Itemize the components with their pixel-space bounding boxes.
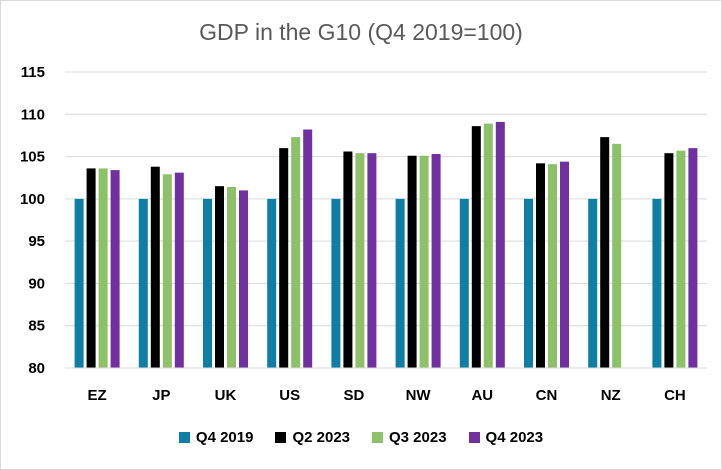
- legend-item: Q4 2019: [178, 429, 254, 446]
- bar: [395, 198, 405, 368]
- legend-item: Q2 2023: [275, 429, 350, 446]
- bar: [536, 163, 545, 368]
- bar: [652, 198, 662, 368]
- x-tick-label: US: [279, 387, 300, 404]
- bar: [138, 198, 148, 368]
- x-tick-label: CH: [664, 387, 686, 404]
- x-tick-label: UK: [215, 387, 237, 404]
- y-tick-label: 85: [28, 318, 45, 335]
- legend-label: Q4 2019: [195, 429, 254, 446]
- bar: [74, 198, 84, 368]
- bar: [419, 155, 429, 368]
- bar: [688, 148, 698, 368]
- bar: [524, 198, 533, 368]
- x-tick-label: EZ: [88, 387, 107, 404]
- legend-swatch: [178, 432, 190, 443]
- y-tick-label: 115: [21, 64, 45, 81]
- x-tick-label: SD: [343, 387, 364, 404]
- bar: [495, 121, 505, 368]
- x-tick-label: NW: [406, 387, 432, 404]
- bar: [548, 164, 557, 368]
- bar: [267, 198, 277, 368]
- x-tick-label: CN: [536, 387, 558, 404]
- bar: [174, 172, 184, 368]
- x-tick-label: AU: [471, 387, 493, 404]
- bar: [367, 153, 377, 368]
- legend-swatch: [275, 432, 287, 443]
- y-tick-label: 95: [28, 233, 45, 250]
- legend: Q4 2019 Q2 2023 Q3 2023 Q4 2023: [1, 429, 721, 446]
- y-tick-label: 110: [21, 106, 45, 123]
- plot-area: 80 85 90 95 100 105 110 115 EZ JP UK US SD NW AU CN NZ CH: [20, 64, 707, 404]
- bar: [98, 168, 108, 368]
- bar: [239, 190, 248, 368]
- bar: [407, 155, 417, 368]
- bar: [355, 153, 365, 368]
- bar: [664, 153, 674, 368]
- bar: [600, 137, 610, 368]
- bar: [162, 174, 172, 368]
- bar: [203, 198, 212, 368]
- legend-swatch: [372, 432, 383, 443]
- legend-label: Q4 2023: [485, 429, 544, 446]
- x-tick-label: NZ: [601, 387, 621, 404]
- legend-swatch: [468, 432, 480, 443]
- y-tick-label: 105: [20, 149, 45, 166]
- bar: [612, 143, 622, 368]
- legend-item: Q4 2023: [468, 429, 544, 446]
- bar: [291, 137, 301, 368]
- bar: [303, 129, 313, 368]
- legend-label: Q2 2023: [292, 429, 350, 446]
- bar: [560, 161, 569, 368]
- bar: [227, 187, 236, 368]
- bar: [483, 123, 493, 369]
- y-tick-label: 90: [28, 275, 45, 292]
- legend-label: Q3 2023: [389, 429, 447, 446]
- bar: [86, 168, 96, 368]
- bar: [676, 150, 686, 368]
- bar: [431, 154, 441, 368]
- bar: [588, 198, 598, 368]
- bar: [215, 186, 224, 368]
- bar: [331, 198, 341, 368]
- y-tick-label: 80: [28, 360, 45, 377]
- bar: [279, 148, 289, 368]
- legend-item: Q3 2023: [372, 429, 447, 446]
- bar: [150, 166, 160, 368]
- bar: [471, 126, 481, 368]
- bar: [459, 198, 469, 368]
- chart-title: GDP in the G10 (Q4 2019=100): [199, 19, 523, 45]
- y-tick-label: 100: [20, 191, 45, 208]
- x-tick-label: JP: [152, 387, 170, 404]
- bar: [110, 170, 120, 368]
- bar: [343, 151, 353, 368]
